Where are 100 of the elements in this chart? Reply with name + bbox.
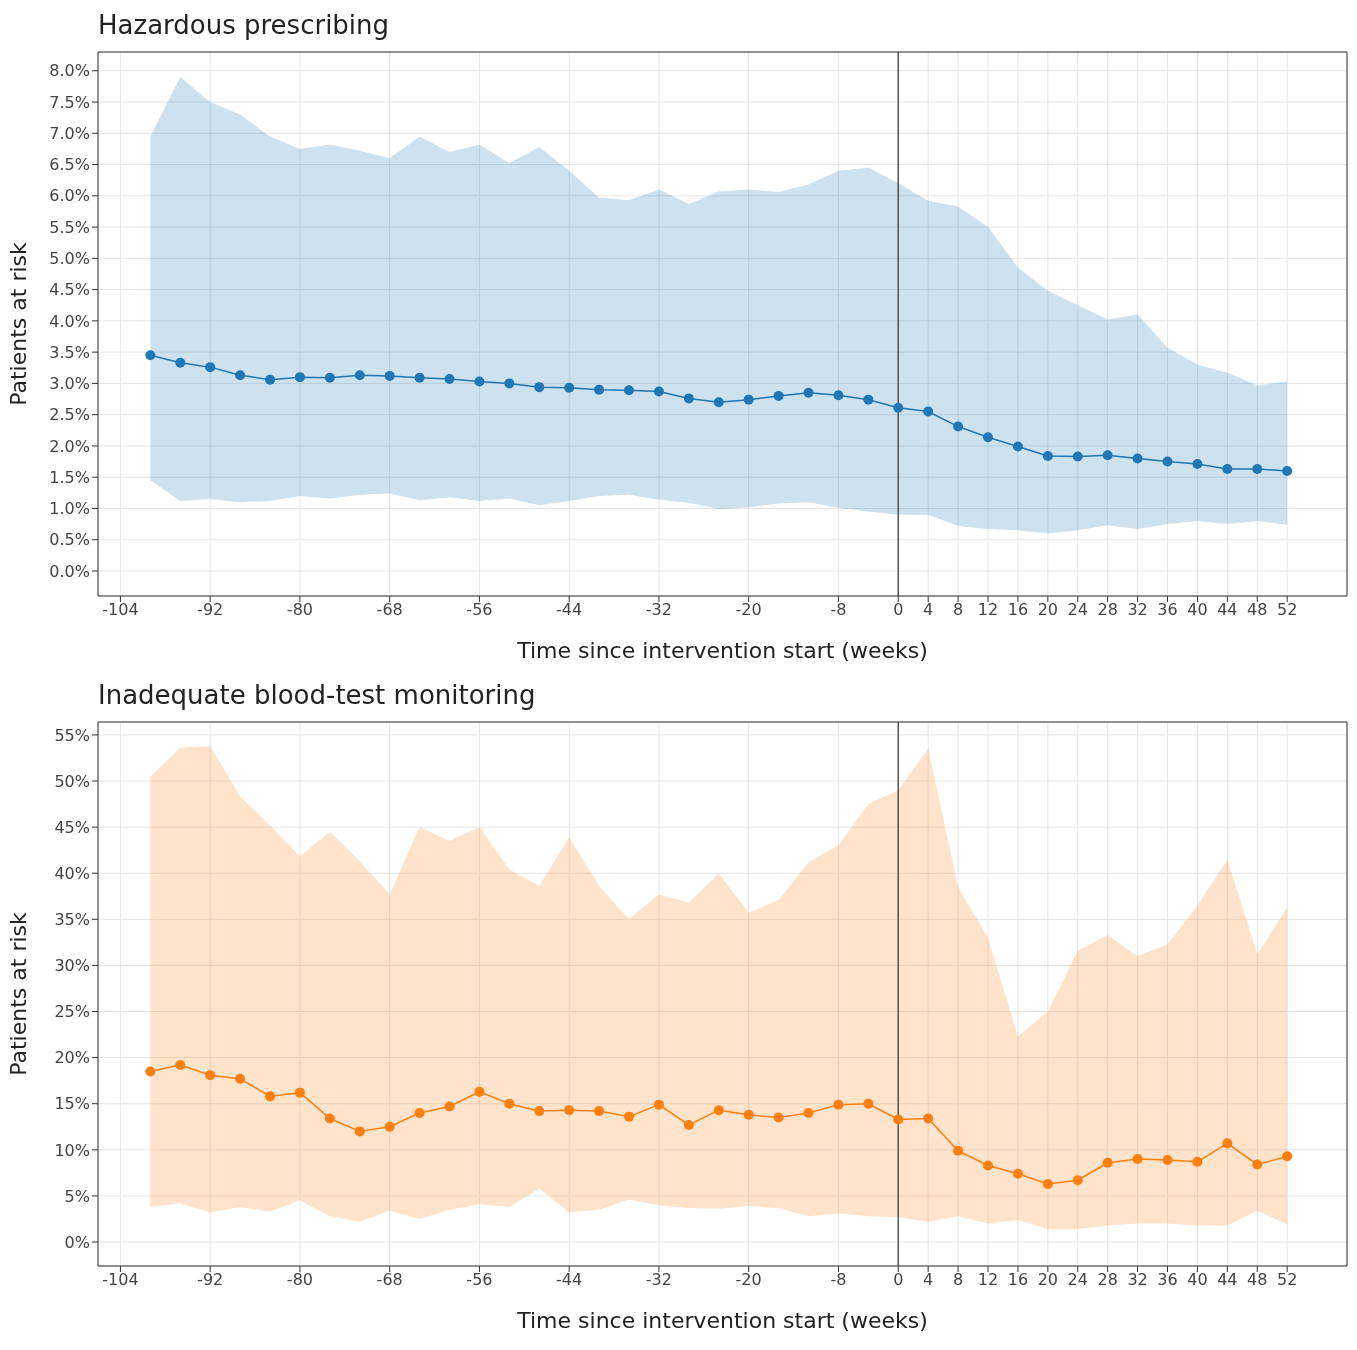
y-axis-title: Patients at risk	[5, 911, 31, 1076]
point	[414, 372, 425, 383]
y-tick-label: 15%	[54, 1094, 90, 1114]
y-tick-label: 1.0%	[49, 499, 90, 519]
point	[624, 1111, 635, 1122]
x-tick-label: 0	[893, 1270, 904, 1290]
point	[175, 357, 186, 368]
x-tick-label: 12	[977, 600, 999, 620]
point	[1072, 1175, 1083, 1186]
x-tick-label: 24	[1067, 1270, 1088, 1290]
point	[534, 382, 545, 393]
point	[1192, 459, 1203, 470]
y-tick-label: 55%	[54, 725, 90, 745]
x-tick-label: -56	[466, 600, 493, 620]
y-tick-label: 8.0%	[49, 61, 90, 81]
point	[624, 385, 635, 396]
point	[953, 421, 964, 432]
x-tick-label: 32	[1127, 600, 1148, 620]
point	[534, 1106, 545, 1117]
point	[893, 1114, 904, 1125]
y-tick-label: 25%	[54, 1002, 90, 1022]
point	[474, 1086, 485, 1097]
point	[1132, 453, 1143, 464]
point	[205, 362, 216, 373]
point	[1222, 1138, 1233, 1149]
y-tick-label: 4.0%	[49, 311, 90, 331]
point	[564, 1105, 575, 1116]
point	[1072, 451, 1083, 462]
y-tick-label: 10%	[54, 1140, 90, 1160]
x-tick-label: 0	[893, 600, 904, 620]
point	[863, 1098, 874, 1109]
x-tick-label: 16	[1007, 600, 1029, 620]
y-tick-label: 6.5%	[49, 155, 90, 175]
point	[1042, 1178, 1053, 1189]
x-axis-title: Time since intervention start (weeks)	[516, 638, 928, 663]
y-tick-label: 4.5%	[49, 280, 90, 300]
point	[653, 386, 664, 397]
point	[1162, 1154, 1173, 1165]
point	[205, 1070, 216, 1081]
x-tick-label: -92	[197, 1270, 224, 1290]
x-tick-label: 40	[1187, 600, 1208, 620]
y-tick-label: 7.5%	[49, 92, 90, 112]
x-tick-label: 20	[1037, 600, 1059, 620]
y-tick-label: 3.0%	[49, 374, 90, 394]
x-tick-label: 16	[1007, 1270, 1029, 1290]
x-tick-label: 20	[1037, 1270, 1059, 1290]
x-tick-label: -44	[556, 1270, 583, 1290]
x-tick-label: -104	[102, 600, 139, 620]
x-tick-label: 28	[1097, 1270, 1118, 1290]
y-tick-label: 0%	[64, 1232, 90, 1252]
y-tick-label: 50%	[54, 771, 90, 791]
x-tick-label: 40	[1187, 1270, 1208, 1290]
y-tick-label: 40%	[54, 863, 90, 883]
y-tick-label: 5%	[64, 1186, 90, 1206]
x-tick-label: 48	[1247, 600, 1268, 620]
y-tick-label: 0.0%	[49, 561, 90, 581]
point	[1282, 465, 1293, 476]
point	[1102, 450, 1113, 461]
x-tick-label: -80	[286, 600, 313, 620]
point	[384, 1121, 395, 1132]
point	[833, 390, 844, 401]
x-tick-label: -32	[645, 1270, 672, 1290]
point	[175, 1060, 186, 1070]
x-tick-label: 36	[1157, 1270, 1178, 1290]
x-tick-label: -32	[645, 600, 672, 620]
x-tick-label: -56	[466, 1270, 493, 1290]
y-tick-label: 45%	[54, 817, 90, 837]
x-tick-label: -20	[735, 600, 762, 620]
point	[953, 1145, 964, 1156]
point	[384, 370, 395, 381]
point	[653, 1099, 664, 1110]
point	[743, 1109, 754, 1120]
y-tick-label: 35%	[54, 910, 90, 929]
point	[594, 1106, 605, 1117]
point	[713, 397, 724, 408]
point	[833, 1099, 844, 1110]
y-tick-label: 2.0%	[49, 436, 90, 456]
x-tick-label: 52	[1276, 1270, 1298, 1290]
x-tick-label: -68	[376, 1270, 403, 1290]
point	[235, 370, 246, 381]
point	[354, 1126, 365, 1137]
point	[1162, 456, 1173, 467]
x-tick-label: -8	[830, 1270, 847, 1290]
point	[983, 1160, 994, 1171]
x-tick-label: -92	[197, 600, 224, 620]
point	[803, 1107, 814, 1118]
y-tick-label: 7.0%	[49, 123, 90, 143]
point	[713, 1105, 724, 1116]
point	[145, 350, 156, 361]
x-tick-label: 52	[1276, 600, 1298, 620]
point	[444, 374, 455, 385]
x-axis-title: Time since intervention start (weeks)	[516, 1308, 928, 1333]
point	[803, 387, 814, 398]
chart-title: Hazardous prescribing	[98, 10, 390, 40]
point	[444, 1101, 455, 1112]
point	[235, 1073, 246, 1084]
point	[294, 372, 305, 383]
point	[1252, 464, 1263, 475]
y-axis-title: Patients at risk	[5, 241, 31, 406]
x-tick-label: 4	[923, 1270, 934, 1290]
